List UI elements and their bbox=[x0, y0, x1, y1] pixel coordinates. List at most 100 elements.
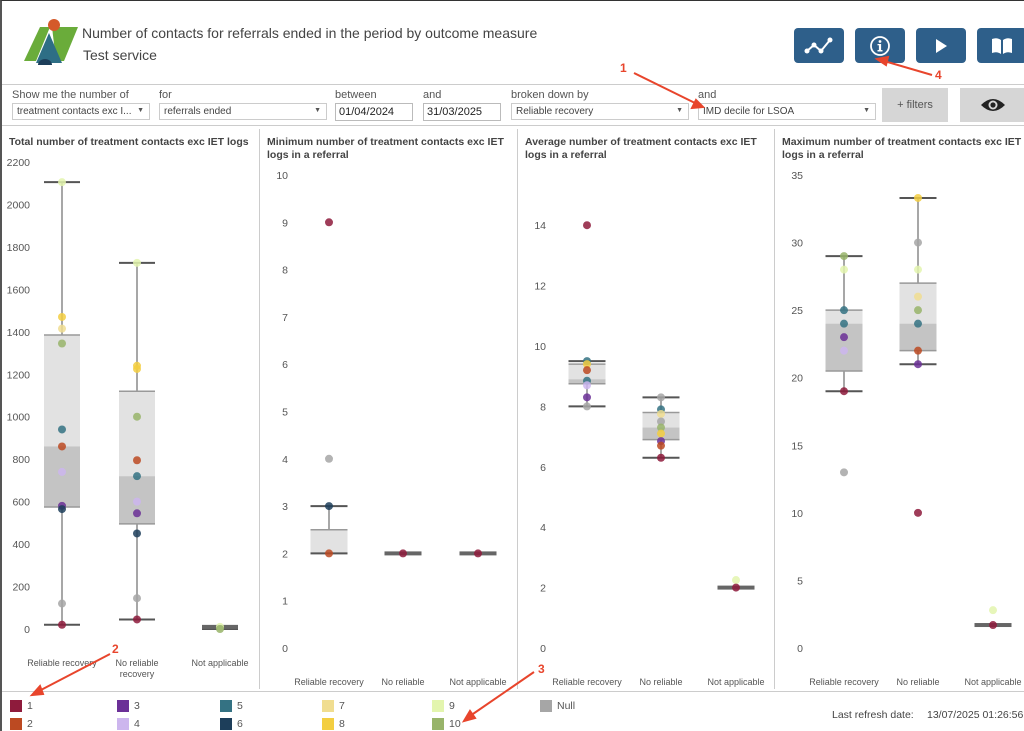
data-point bbox=[216, 625, 224, 633]
and2-label: and bbox=[698, 89, 717, 101]
data-point bbox=[583, 402, 591, 411]
x-category-label: Reliable recovery bbox=[552, 677, 622, 687]
legend-item[interactable]: 7 bbox=[322, 700, 345, 712]
breakdown2-select[interactable]: IMD decile for LSOA ▼ bbox=[698, 103, 876, 120]
referral-type-select[interactable]: referrals ended ▼ bbox=[159, 103, 327, 120]
play-icon bbox=[936, 38, 947, 53]
legend-item[interactable]: 2 bbox=[10, 718, 33, 730]
y-tick-label: 1200 bbox=[7, 369, 31, 381]
box-lower bbox=[44, 446, 80, 507]
y-tick-label: 4 bbox=[282, 454, 288, 466]
data-point bbox=[58, 178, 66, 187]
data-point bbox=[914, 360, 922, 369]
x-category-label: Not applicable bbox=[449, 677, 506, 687]
data-point bbox=[325, 218, 333, 227]
measure-select[interactable]: treatment contacts exc I... ▼ bbox=[12, 103, 150, 120]
service-name: Test service bbox=[83, 47, 157, 63]
chart-panel-maximum: Maximum number of treatment contacts exc… bbox=[775, 129, 1024, 689]
data-point bbox=[914, 238, 922, 247]
info-button[interactable] bbox=[855, 28, 905, 63]
x-category-label: No reliable bbox=[639, 677, 682, 687]
y-tick-label: 400 bbox=[12, 539, 30, 551]
legend-item[interactable]: 9 bbox=[432, 700, 455, 712]
x-category-label: recovery bbox=[120, 669, 155, 679]
data-point bbox=[133, 594, 141, 603]
x-category-label: Not applicable bbox=[191, 658, 248, 668]
y-tick-label: 4 bbox=[540, 522, 546, 534]
y-tick-label: 10 bbox=[791, 508, 803, 520]
legend-item[interactable]: 10 bbox=[432, 718, 461, 730]
legend-item[interactable]: Null bbox=[540, 700, 575, 712]
y-tick-label: 2200 bbox=[7, 157, 31, 169]
data-point bbox=[133, 615, 141, 624]
x-category-label: No reliable bbox=[381, 677, 424, 687]
referral-type-value: referrals ended bbox=[164, 106, 232, 117]
y-tick-label: 15 bbox=[791, 440, 803, 452]
y-tick-label: 0 bbox=[282, 643, 288, 655]
data-point bbox=[583, 381, 591, 390]
page-title: Number of contacts for referrals ended i… bbox=[82, 25, 538, 41]
data-point bbox=[840, 306, 848, 315]
data-point bbox=[133, 509, 141, 518]
y-tick-label: 2000 bbox=[7, 199, 31, 211]
chart-title: Average number of treatment contacts exc… bbox=[525, 136, 757, 161]
y-tick-label: 9 bbox=[282, 217, 288, 229]
show-label: Show me the number of bbox=[12, 89, 129, 101]
breakdown-select[interactable]: Reliable recovery ▼ bbox=[511, 103, 689, 120]
breakdown-label: broken down by bbox=[511, 89, 589, 101]
y-tick-label: 10 bbox=[276, 170, 288, 182]
legend-label: 2 bbox=[27, 718, 33, 730]
dropdown-caret-icon: ▼ bbox=[676, 107, 683, 114]
data-point bbox=[914, 346, 922, 355]
box-upper bbox=[825, 310, 863, 324]
y-tick-label: 6 bbox=[282, 359, 288, 371]
y-tick-label: 10 bbox=[534, 341, 546, 353]
play-button[interactable] bbox=[916, 28, 966, 63]
legend-label: 1 bbox=[27, 700, 33, 712]
more-filters-button[interactable]: + filters bbox=[882, 88, 948, 122]
legend-label: 10 bbox=[449, 718, 461, 730]
data-point bbox=[914, 319, 922, 328]
legend-item[interactable]: 4 bbox=[117, 718, 140, 730]
legend-swatch bbox=[117, 700, 129, 712]
legend-item[interactable]: 5 bbox=[220, 700, 243, 712]
legend-item[interactable]: 6 bbox=[220, 718, 243, 730]
legend-swatch bbox=[117, 718, 129, 730]
data-point bbox=[657, 417, 665, 426]
data-point bbox=[133, 497, 141, 506]
legend-item[interactable]: 8 bbox=[322, 718, 345, 730]
filter-bar: Show me the number of treatment contacts… bbox=[2, 84, 1024, 126]
annotation-label-1: 1 bbox=[620, 61, 627, 75]
chart-panel-minimum: Minimum number of treatment contacts exc… bbox=[260, 129, 518, 689]
data-point bbox=[58, 339, 66, 348]
data-point bbox=[133, 529, 141, 538]
y-tick-label: 1400 bbox=[7, 327, 31, 339]
info-icon bbox=[870, 35, 890, 56]
trend-button[interactable] bbox=[794, 28, 844, 63]
book-icon bbox=[992, 37, 1012, 54]
data-point bbox=[133, 472, 141, 481]
y-tick-label: 0 bbox=[24, 624, 30, 636]
data-point bbox=[657, 441, 665, 450]
end-date-input[interactable] bbox=[423, 103, 501, 121]
x-category-label: Not applicable bbox=[707, 677, 764, 687]
box-upper bbox=[899, 283, 937, 324]
legend-item[interactable]: 3 bbox=[117, 700, 140, 712]
y-tick-label: 2 bbox=[282, 548, 288, 560]
start-date-input[interactable] bbox=[335, 103, 413, 121]
y-tick-label: 2 bbox=[540, 583, 546, 595]
legend-item[interactable]: 1 bbox=[10, 700, 33, 712]
for-label: for bbox=[159, 89, 172, 101]
y-tick-label: 6 bbox=[540, 462, 546, 474]
data-point bbox=[58, 620, 66, 629]
data-point bbox=[840, 265, 848, 274]
data-point bbox=[840, 333, 848, 342]
dropdown-caret-icon: ▼ bbox=[137, 107, 144, 114]
toggle-view-button[interactable] bbox=[960, 88, 1024, 122]
legend-label: 7 bbox=[339, 700, 345, 712]
chart-title: Minimum number of treatment contacts exc… bbox=[267, 136, 504, 161]
data-point bbox=[989, 606, 997, 615]
y-tick-label: 0 bbox=[540, 643, 546, 655]
data-point bbox=[583, 366, 591, 375]
guide-button[interactable] bbox=[977, 28, 1024, 63]
